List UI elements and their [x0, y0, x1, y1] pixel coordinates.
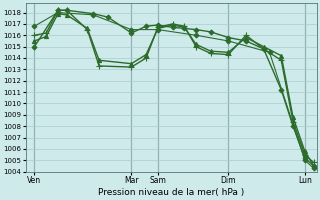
X-axis label: Pression niveau de la mer( hPa ): Pression niveau de la mer( hPa ) — [98, 188, 244, 197]
